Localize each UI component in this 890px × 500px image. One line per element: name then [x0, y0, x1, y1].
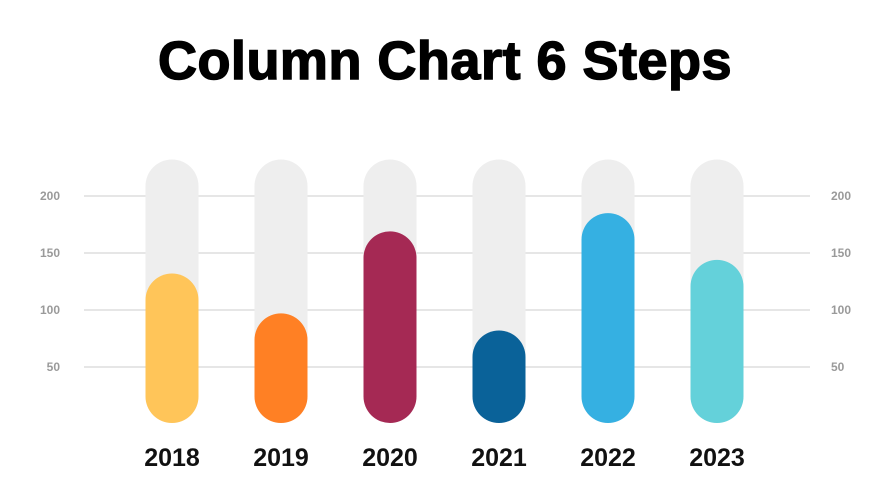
bar-2023: [690, 259, 744, 423]
y-tick-label-right: 200: [831, 189, 851, 203]
y-tick-label-right: 100: [831, 303, 851, 317]
x-category-label: 2020: [362, 444, 418, 472]
bar-2020: [363, 231, 417, 423]
x-category-label: 2021: [471, 444, 527, 472]
x-category-label: 2022: [580, 444, 636, 472]
y-tick-label-right: 50: [831, 360, 845, 374]
chart-title: Column Chart 6 Steps: [157, 30, 733, 92]
y-tick-label-left: 150: [40, 246, 60, 260]
x-category-label: 2023: [689, 444, 745, 472]
bar-2022: [581, 213, 635, 423]
y-tick-label-left: 200: [40, 189, 60, 203]
x-category-label: 2019: [253, 444, 309, 472]
bar-2018: [145, 273, 199, 423]
bar-2019: [254, 313, 308, 423]
bar-2021: [472, 330, 526, 423]
y-tick-label-left: 50: [47, 360, 61, 374]
y-tick-label-right: 150: [831, 246, 851, 260]
y-tick-label-left: 100: [40, 303, 60, 317]
x-category-label: 2018: [144, 444, 200, 472]
